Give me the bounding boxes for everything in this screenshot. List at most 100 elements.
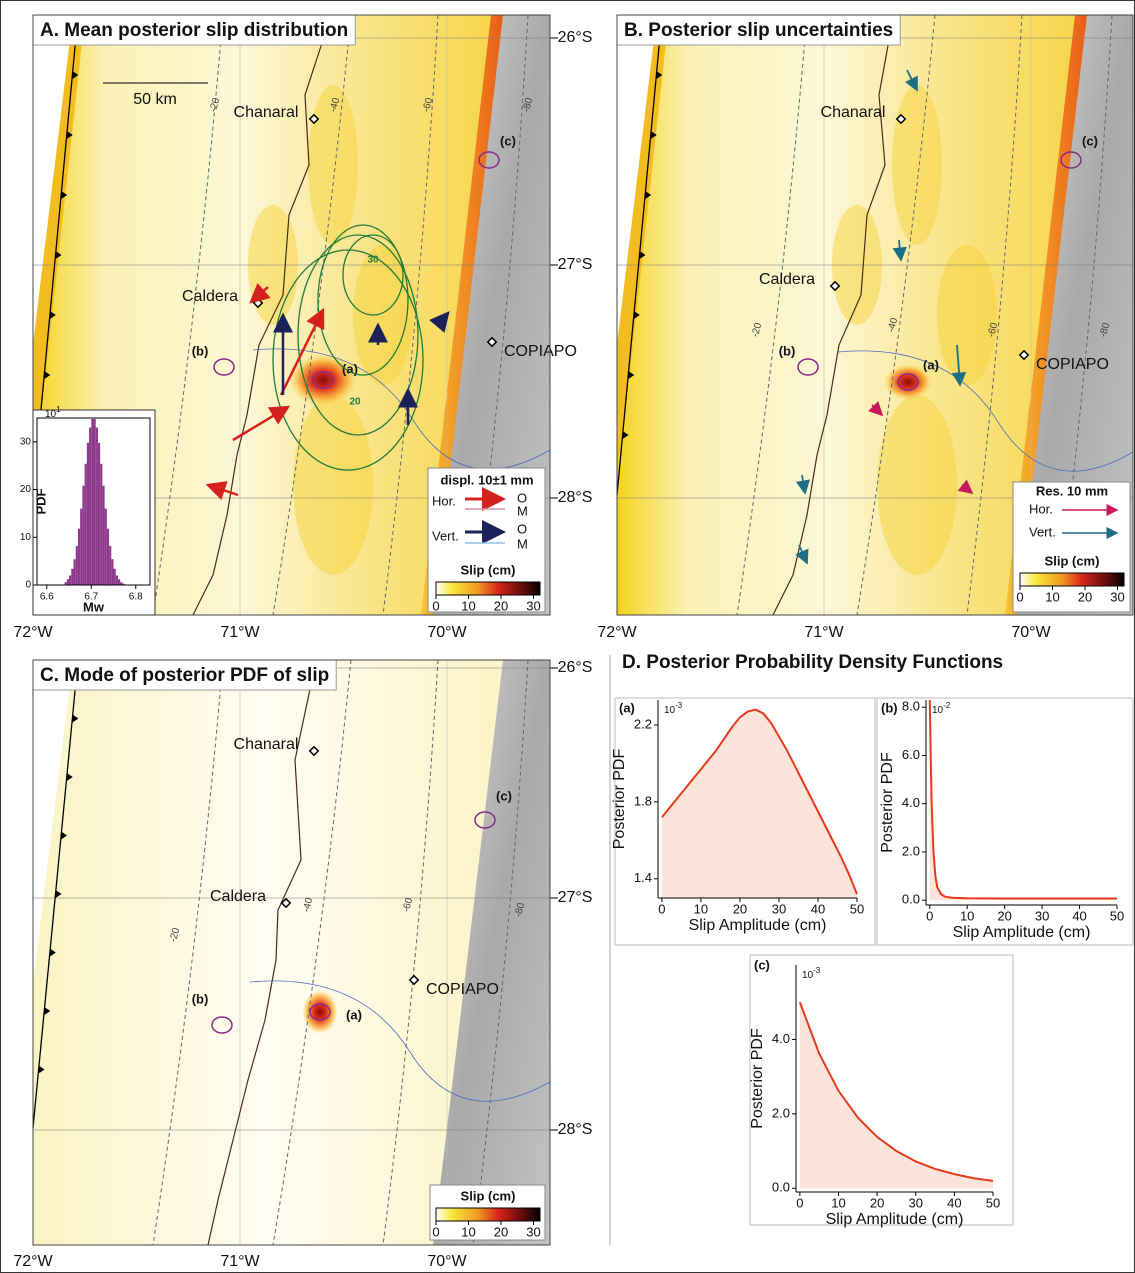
slip-patch: [353, 245, 413, 385]
x-tick-label: 40: [947, 1195, 961, 1210]
slip-maximum: [302, 990, 338, 1034]
y-multiplier: 10-2: [932, 701, 951, 716]
lat-label: 28°S: [558, 1121, 593, 1138]
histogram-bar: [120, 582, 123, 585]
place-label: Chanaral: [234, 736, 299, 753]
x-tick-label: 10: [960, 908, 974, 923]
relief: [433, 660, 550, 1245]
pdf-line: [798, 1001, 994, 1182]
colorbar-label: Slip (cm): [461, 562, 516, 577]
colorbar-label: Slip (cm): [1045, 553, 1100, 568]
depth-label: -60: [401, 896, 415, 913]
residual-arrow: [904, 69, 918, 92]
panel-title-box: [616, 14, 901, 46]
panel-title: C. Mode of posterior PDF of slip: [40, 665, 329, 686]
place-label: Caldera: [210, 888, 266, 905]
slip-edge: [421, 15, 505, 615]
y-tick-label: 2.0: [902, 843, 920, 858]
place-label: Caldera: [759, 271, 815, 288]
x-tick-label: 50: [1110, 908, 1124, 923]
gps-arrow: [205, 481, 239, 501]
y-axis-label: Posterior PDF: [611, 749, 628, 850]
legend-mark: M: [517, 536, 528, 551]
legend-box: [1012, 481, 1131, 613]
town-marker: [1018, 349, 1030, 361]
slab-depth-contour: [382, 14, 439, 616]
depth-label: -20: [168, 926, 182, 943]
x-tick-label: 40: [1072, 908, 1086, 923]
trench-tooth: [622, 431, 629, 439]
moment-contour: [297, 234, 419, 436]
town-marker: [280, 897, 292, 909]
y-tick-label: 2.2: [634, 716, 652, 731]
residual-arrow: [795, 544, 809, 565]
site-label: (a): [342, 361, 358, 376]
map-frame: [616, 14, 1134, 616]
legend-label: Vert.: [1029, 524, 1056, 539]
trench-tooth: [49, 948, 56, 957]
y-multiplier-base: 10: [932, 705, 944, 716]
pdf-line: [661, 708, 858, 895]
colorbar-tick-label: 20: [494, 1224, 508, 1239]
slip-maximum: [884, 364, 932, 400]
x-tick-label: 6.6: [40, 592, 54, 603]
histogram-bar: [89, 427, 92, 585]
residual-arrow: [795, 474, 811, 495]
lon-label: 70°W: [427, 1253, 467, 1270]
x-tick-label: 0: [926, 908, 933, 923]
site-label: (c): [496, 788, 512, 803]
moment-contour: [272, 249, 424, 471]
slip-patch: [892, 85, 942, 245]
histogram-bar: [95, 427, 98, 585]
site-label: (b): [192, 343, 209, 358]
histogram-bar: [64, 582, 67, 585]
site-label: (b): [192, 991, 209, 1006]
x-axis-label: Slip Amplitude (cm): [826, 1211, 964, 1228]
legend-title: Res. 10 mm: [1036, 483, 1108, 498]
town-marker: [486, 336, 498, 348]
x-tick-label: 20: [997, 908, 1011, 923]
river: [837, 350, 1134, 472]
legend-label: Hor.: [432, 493, 456, 508]
residual-arrow: [957, 479, 974, 495]
y-tick-label: 1.4: [634, 870, 652, 885]
slab-depth-contour: [272, 659, 352, 1246]
coastline: [192, 39, 324, 616]
relief: [433, 15, 550, 615]
x-tick-label: 30: [772, 901, 786, 916]
slab-depth-contour: [966, 14, 1023, 616]
colorbar-tick-label: 0: [1016, 589, 1023, 604]
trench-tooth: [66, 773, 73, 781]
y-multiplier-exponent: -3: [813, 966, 821, 975]
histogram-bar: [117, 579, 121, 585]
town-marker: [895, 113, 907, 125]
site-marker: [312, 371, 334, 389]
map-panel: -20 -40 -60 -80 Chanaral Caldera COPIAPO (a) (b)…: [597, 14, 1134, 641]
relief: [1017, 15, 1133, 615]
lat-label: 26°S: [558, 29, 593, 46]
chart-frame: [876, 697, 1134, 946]
site-marker: [478, 151, 500, 169]
y-axis-label: Posterior PDF: [879, 752, 896, 853]
colorbar-tick-label: 10: [1045, 589, 1059, 604]
lat-label: 27°S: [558, 889, 593, 906]
lon-label: 70°W: [1011, 624, 1051, 641]
depth-label: -60: [421, 96, 435, 113]
y-multiplier: 10-3: [802, 966, 821, 981]
colorbar-tick-label: 30: [1110, 589, 1124, 604]
x-tick-label: 40: [811, 901, 825, 916]
histogram-bar: [102, 485, 105, 585]
histogram-bar: [93, 418, 96, 585]
site-label: (c): [500, 133, 516, 148]
histogram-bar: [104, 508, 107, 585]
x-tick-label: 0: [796, 1195, 803, 1210]
moment-contour: [317, 224, 409, 376]
histogram-bar: [80, 508, 83, 585]
y-multiplier: 10-3: [664, 701, 683, 716]
y-tick-label: 10: [20, 532, 32, 543]
y-multiplier-base: 10: [802, 970, 814, 981]
histogram-bar: [66, 579, 70, 585]
colorbar-tick-label: 30: [526, 598, 540, 613]
histogram-bar: [109, 545, 112, 585]
site-label: (a): [923, 357, 939, 372]
